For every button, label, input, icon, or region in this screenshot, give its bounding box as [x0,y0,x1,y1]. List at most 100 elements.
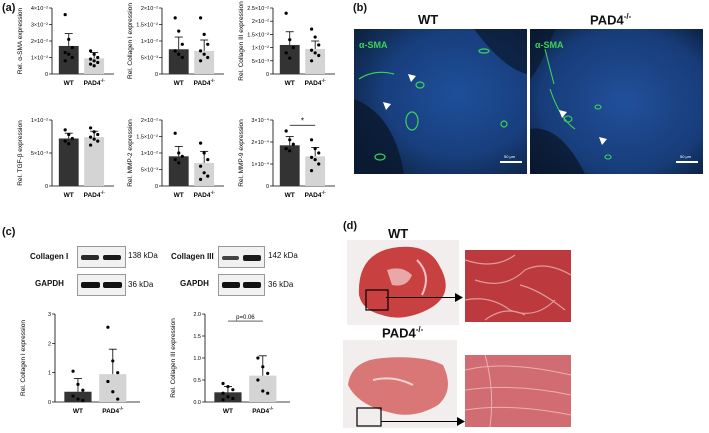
y-axis-label: Rel. Collagen I expression [127,3,134,79]
data-point [96,55,100,60]
bar-wt [58,45,79,74]
data-point [284,129,288,133]
data-point [92,130,96,134]
arrowhead-icon [599,137,607,145]
fluor-ko-stain-label: α-SMA [535,40,564,50]
data-point [261,389,265,393]
x-label-superscript: -/- [100,78,105,83]
y-tick-label: 0 [48,400,51,406]
x-label-wt: WT [64,192,74,199]
wb-col1-control-kda: 36 kDa [128,280,154,289]
data-point [313,35,317,39]
y-axis-label: Rel. TGF-β expression [17,120,24,186]
y-tick-label: 1 [48,371,51,377]
y-tick-label: 0 [155,72,158,78]
bar-wt [168,156,189,186]
data-point [288,56,292,60]
x-label-wt: WT [64,80,74,87]
fluor-image-ko: α-SMA 50 µm [530,29,703,174]
data-point [313,158,317,162]
wb-col3-blot [218,246,265,268]
he-image-ko-overview [343,340,457,428]
data-point [76,397,80,401]
y-axis-label: Rel. MMP-9 expression [238,119,245,187]
y-tick-label: 0 [155,184,158,190]
y-tick-label: 1×10⁻² [141,151,158,157]
data-point [231,388,235,392]
x-label-pad4: PAD4-/- [194,78,216,87]
data-point [317,43,321,47]
data-point [288,138,292,142]
y-tick-label: 2.5×10⁻² [247,6,269,12]
chart-mmp-2: 0 5×10⁻³ 1×10⁻² 1.5×10⁻² 2×10⁻² Rel. MMP-2 ex… [127,118,224,199]
y-tick-label: 2 [48,341,51,347]
data-point [63,128,67,132]
x-label-superscript: -/- [119,406,124,411]
data-point [92,52,96,56]
y-tick-label: 0 [45,184,48,190]
x-label-pad4: PAD4-/- [305,78,327,87]
chart-mmp-9: 0 1×10⁻⁴ 2×10⁻⁴ 3×10⁻⁴ Rel. MMP-9 expression… [238,116,335,199]
data-point [71,369,75,373]
data-point [221,391,225,395]
data-point [111,359,115,363]
panel-label-c: (c) [2,226,16,238]
data-point [226,385,230,389]
panel-label-a: (a) [2,2,16,14]
data-point [284,11,288,15]
panel-a-charts: 0 1×10⁻² 2×10⁻² 3×10⁻² 4×10⁻² Rel. α-SMA expr… [17,1,335,199]
y-tick-label: 1.0 [193,356,201,362]
wb-col3-gapdh-blot [218,274,265,296]
bar-pad4 [194,162,215,186]
wb-col3-control-kda: 36 kDa [268,280,294,289]
x-label-pad4: PAD4-/- [84,78,106,87]
data-point [177,52,181,56]
panel-label-b: (b) [353,2,368,14]
y-tick-label: 2×10⁻⁴ [251,139,269,146]
x-label-superscript: -/- [210,78,215,83]
chart-collagen-3: 0 5×10⁻³ 1×10⁻² 1.5×10⁻² 2×10⁻² 2.5×10⁻²Rel. … [238,1,335,87]
data-point [116,397,120,401]
data-point [198,16,203,20]
fluor-ko-tissue [530,29,703,174]
chart-tgf-beta: 0 5×10⁻³ 1×10⁻² Rel. TGF-β expression WT PAD4… [17,118,114,199]
data-point [221,398,225,402]
data-point [92,64,96,68]
data-point [309,48,314,52]
y-tick-label: 3×10⁻² [31,23,48,29]
he-wt-section [358,246,446,318]
data-point [317,151,321,155]
data-point [96,139,100,143]
data-point [81,388,85,392]
he-wt-title: WT [388,226,409,241]
y-axis-label: Rel. MMP-2 expression [127,119,134,187]
data-point [291,142,295,146]
data-point [63,50,67,55]
he-wt-zoom-line [386,297,458,298]
data-point [317,162,321,166]
data-point [206,42,210,46]
data-point [67,52,71,56]
y-tick-label: 2×10⁻² [252,19,269,25]
y-axis-label: Rel. Collagen I expression [20,320,27,396]
data-point [67,132,71,137]
bar-wt [279,145,300,186]
he-ko-section [348,357,448,427]
data-point [309,27,314,31]
x-label-pad4: PAD4-/- [305,190,327,199]
wb-col3-control: GAPDH [180,279,209,288]
data-point [266,371,270,375]
data-point [198,141,203,145]
data-point [173,49,177,53]
arrowhead-icon [559,110,567,118]
data-point [313,51,317,55]
y-tick-label: 1×10⁻² [252,46,269,52]
significance-label: p=0.06 [236,315,255,321]
y-tick-label: 3×10⁻⁴ [251,117,269,124]
data-point [88,143,93,147]
y-tick-label: 1×10⁻⁴ [251,161,269,168]
data-point [76,382,80,386]
bar-pad4 [99,374,127,402]
y-tick-label: 5×10⁻³ [141,56,158,62]
x-label-superscript: -/- [210,190,215,195]
